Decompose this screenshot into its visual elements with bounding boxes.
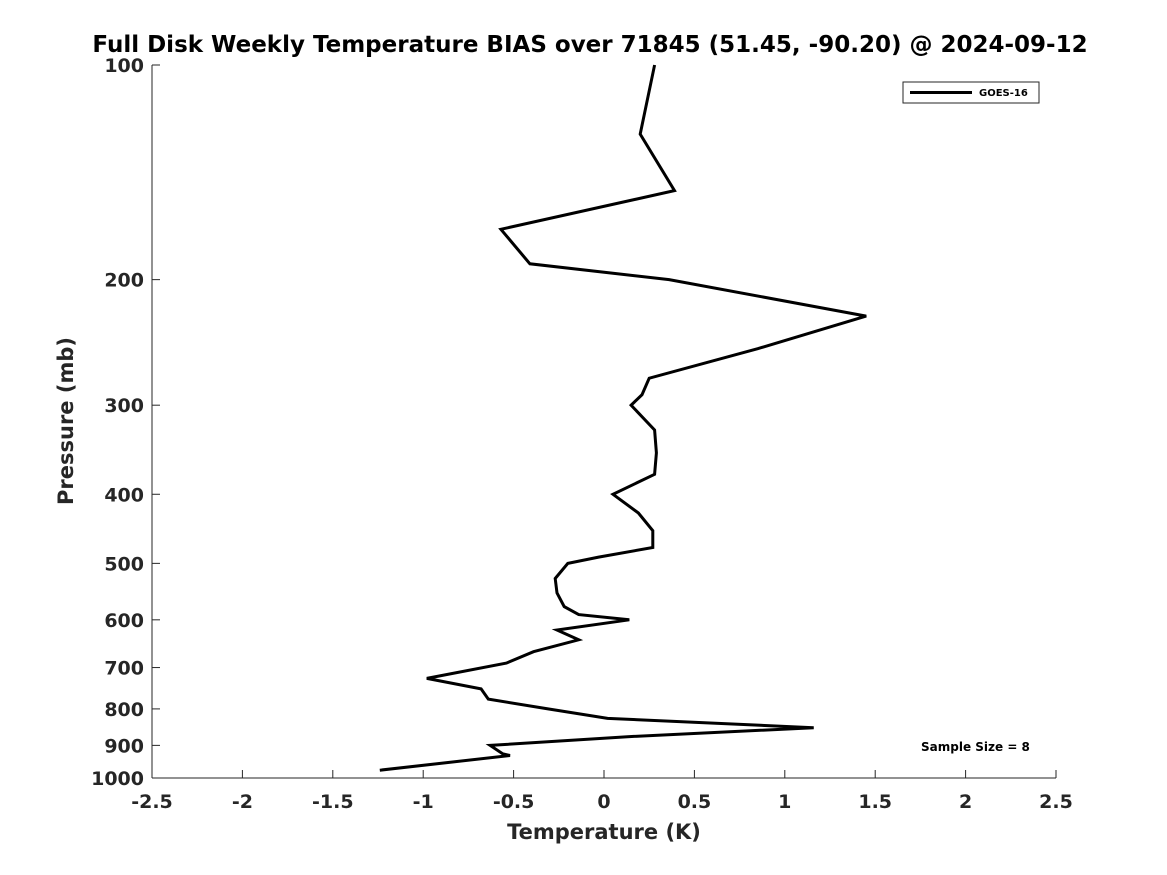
x-tick-label: 1.5 (858, 791, 892, 813)
series-line-goes-16 (379, 64, 867, 772)
x-tick-label: 2 (959, 791, 972, 813)
x-tick-label: 0 (597, 791, 610, 813)
x-tick-label: 0.5 (678, 791, 712, 813)
x-tick-label: 1 (778, 791, 791, 813)
y-tick-label: 100 (104, 55, 144, 77)
chart-title: Full Disk Weekly Temperature BIAS over 7… (92, 32, 1087, 58)
y-tick-label: 800 (104, 699, 144, 721)
y-tick-label: 400 (104, 484, 144, 506)
legend-label: GOES-16 (979, 88, 1028, 99)
y-tick-label: 1000 (91, 768, 144, 790)
legend: GOES-16 (902, 81, 1040, 104)
plot-area: -2.5 -2 -1.5 -1 -0.5 0 0.5 1 1.5 2 2.5 100 200 300 40… (91, 55, 1073, 813)
y-tick-label: 700 (104, 658, 144, 680)
sample-size-annotation: Sample Size = 8 (921, 740, 1030, 754)
y-tick-label: 200 (104, 270, 144, 292)
x-tick-label: -1.5 (312, 791, 354, 813)
x-tick-label: -1 (413, 791, 434, 813)
x-tick-label: -0.5 (493, 791, 535, 813)
x-ticks: -2.5 -2 -1.5 -1 -0.5 0 0.5 1 1.5 2 2.5 (131, 770, 1073, 813)
x-tick-label: -2 (232, 791, 253, 813)
y-tick-label: 500 (104, 553, 144, 575)
y-axis-label: Pressure (mb) (54, 337, 78, 505)
x-axis-label: Temperature (K) (507, 820, 701, 844)
y-ticks: 100 200 300 400 500 600 700 800 900 1000 (91, 55, 160, 790)
y-tick-label: 600 (104, 610, 144, 632)
x-tick-label: 2.5 (1039, 791, 1073, 813)
y-tick-label: 900 (104, 735, 144, 757)
series-group (379, 64, 867, 772)
y-tick-label: 300 (104, 395, 144, 417)
x-tick-label: -2.5 (131, 791, 173, 813)
